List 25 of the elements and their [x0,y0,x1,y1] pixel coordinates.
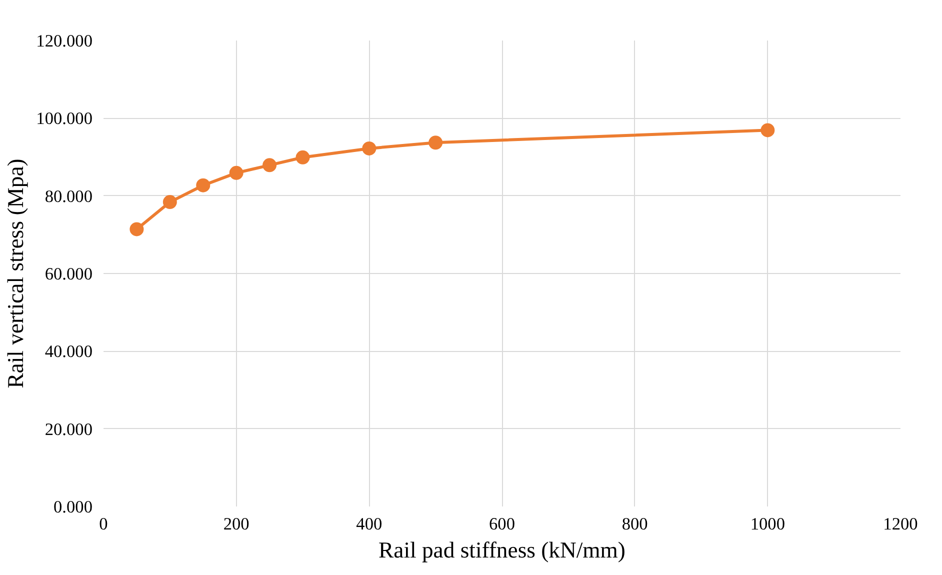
x-tick-label: 800 [622,514,648,534]
point [760,123,775,138]
point [428,136,443,150]
point [196,178,210,192]
y-tick-label: 20.000 [44,420,93,439]
x-tick-label: 200 [223,514,250,534]
point [262,158,277,172]
x-tick-label: 0 [99,514,108,534]
x-tick-label: 1200 [883,514,918,534]
y-tick-label: 80.000 [44,186,93,206]
y-tick-label: 120.000 [36,32,93,50]
point [162,195,177,210]
x-tick-label: 1000 [750,514,785,534]
point [229,166,244,180]
x-tick-label: 600 [489,514,516,534]
y-tick-label: 40.000 [44,342,93,362]
point [296,150,310,164]
y-tick-label: 100.000 [36,109,93,128]
x-tick-label: 400 [356,514,382,534]
point [362,141,376,156]
y-tick-label: 0.000 [54,498,93,516]
y-tick-label: 60.000 [44,264,93,284]
y-axis-title: Rail vertical stress (Mpa) [3,158,28,388]
x-axis-title: Rail pad stiffness (kN/mm) [378,538,626,562]
point [130,222,144,236]
